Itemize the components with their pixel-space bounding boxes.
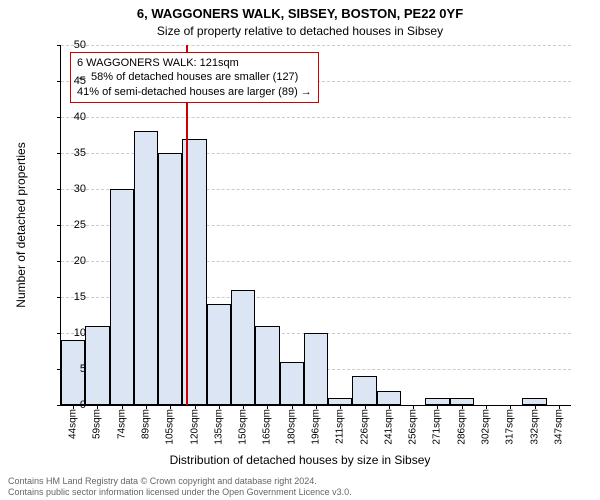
ytick-label: 15: [46, 291, 86, 303]
histogram-bar: [522, 398, 546, 405]
ytick-label: 50: [46, 39, 86, 51]
histogram-bar: [352, 376, 376, 405]
ytick-label: 25: [46, 219, 86, 231]
xtick-label: 256sqm: [408, 405, 419, 445]
ytick-label: 5: [46, 363, 86, 375]
xtick-label: 165sqm: [262, 405, 273, 445]
annotation-line3: 41% of semi-detached houses are larger (…: [77, 85, 312, 99]
xtick-label: 347sqm: [553, 405, 564, 445]
xtick-label: 196sqm: [311, 405, 322, 445]
xtick-label: 150sqm: [238, 405, 249, 445]
xtick-label: 74sqm: [116, 405, 127, 439]
xtick-label: 211sqm: [335, 405, 346, 444]
xtick-label: 59sqm: [92, 405, 103, 439]
histogram-bar: [255, 326, 279, 405]
histogram-bar: [110, 189, 134, 405]
xtick-label: 271sqm: [432, 405, 443, 445]
ytick-label: 0: [46, 399, 86, 411]
histogram-bar: [85, 326, 109, 405]
histogram-chart: 6, WAGGONERS WALK, SIBSEY, BOSTON, PE22 …: [0, 0, 600, 500]
histogram-bar: [280, 362, 304, 405]
ytick-label: 30: [46, 183, 86, 195]
histogram-bar: [304, 333, 328, 405]
x-axis-label: Distribution of detached houses by size …: [0, 453, 600, 467]
gridline: [61, 45, 571, 46]
annotation-line1: 6 WAGGONERS WALK: 121sqm: [77, 56, 312, 70]
annotation-line2: ← 58% of detached houses are smaller (12…: [77, 70, 312, 84]
histogram-bar: [328, 398, 352, 405]
histogram-bar: [207, 304, 231, 405]
ytick-label: 20: [46, 255, 86, 267]
histogram-bar: [231, 290, 255, 405]
xtick-label: 317sqm: [505, 405, 516, 445]
xtick-label: 286sqm: [456, 405, 467, 445]
chart-subtitle: Size of property relative to detached ho…: [0, 24, 600, 38]
histogram-bar: [425, 398, 449, 405]
y-axis-label: Number of detached properties: [14, 45, 28, 405]
ytick-label: 40: [46, 111, 86, 123]
histogram-bar: [450, 398, 474, 405]
xtick-label: 226sqm: [359, 405, 370, 445]
footer-attribution: Contains HM Land Registry data © Crown c…: [8, 476, 352, 498]
xtick-label: 302sqm: [481, 405, 492, 445]
histogram-bar: [134, 131, 158, 405]
xtick-label: 135sqm: [213, 405, 224, 445]
chart-title: 6, WAGGONERS WALK, SIBSEY, BOSTON, PE22 …: [0, 6, 600, 21]
footer-line1: Contains HM Land Registry data © Crown c…: [8, 476, 352, 487]
annotation-box: 6 WAGGONERS WALK: 121sqm ← 58% of detach…: [70, 52, 319, 103]
xtick-label: 332sqm: [529, 405, 540, 445]
xtick-label: 180sqm: [286, 405, 297, 445]
ytick-label: 45: [46, 75, 86, 87]
gridline: [61, 117, 571, 118]
histogram-bar: [377, 391, 401, 405]
footer-line2: Contains public sector information licen…: [8, 487, 352, 498]
xtick-label: 241sqm: [383, 405, 394, 445]
xtick-label: 105sqm: [165, 405, 176, 445]
ytick-label: 35: [46, 147, 86, 159]
ytick-label: 10: [46, 327, 86, 339]
xtick-label: 89sqm: [141, 405, 152, 439]
histogram-bar: [158, 153, 182, 405]
xtick-label: 120sqm: [189, 405, 200, 445]
